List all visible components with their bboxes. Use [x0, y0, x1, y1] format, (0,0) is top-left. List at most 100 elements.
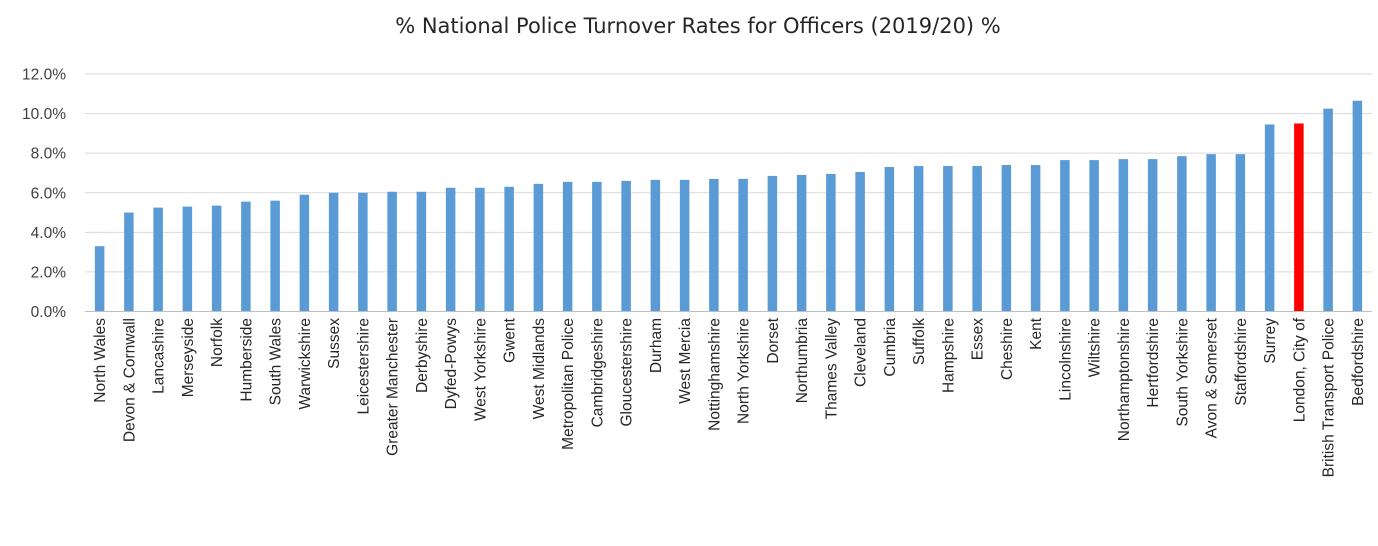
bar	[738, 178, 748, 312]
x-category-label: British Transport Police	[1321, 318, 1338, 477]
x-category-label: Hertfordshire	[1145, 318, 1162, 408]
bar	[1177, 156, 1187, 312]
x-category-label: South Yorkshire	[1174, 318, 1191, 427]
bar	[124, 212, 134, 312]
x-category-label: Essex	[970, 318, 987, 360]
bar	[270, 200, 280, 312]
bar	[972, 166, 982, 312]
bar	[913, 166, 924, 312]
bar	[1206, 154, 1216, 312]
bar	[211, 205, 222, 312]
gridlines	[85, 73, 1372, 273]
bar	[1030, 165, 1041, 312]
x-axis-category-labels: North Wales Devon & Cornwall Lancashire Mer…	[92, 317, 1367, 477]
x-category-label: Thames Valley	[823, 318, 840, 420]
bar	[1147, 159, 1158, 312]
bar	[504, 186, 514, 312]
bar	[621, 180, 631, 312]
x-category-label: Lancashire	[151, 318, 168, 394]
x-category-label: Greater Manchester	[385, 318, 402, 456]
bar	[1235, 154, 1246, 312]
bar	[241, 201, 251, 312]
x-category-label: Sussex	[326, 318, 343, 369]
bar	[1294, 123, 1304, 312]
bar	[445, 187, 456, 312]
x-category-label: Humberside	[238, 318, 255, 402]
x-category-label: Cambridgeshire	[589, 318, 606, 427]
bar	[884, 167, 895, 312]
bar	[1118, 159, 1129, 312]
x-category-label: Cheshire	[999, 318, 1016, 380]
x-category-label: Norfolk	[209, 318, 226, 367]
bar	[416, 191, 427, 312]
bar	[94, 246, 105, 312]
x-category-label: West Yorkshire	[472, 318, 489, 421]
x-category-label: Surrey	[1262, 318, 1279, 364]
x-category-label: Nottinghamshire	[706, 318, 723, 431]
y-tick-label: 2.0%	[31, 264, 67, 281]
x-category-label: West Midlands	[531, 318, 548, 420]
x-category-label: Dyfed-Powys	[443, 318, 460, 410]
x-category-label: Wiltshire	[1087, 318, 1104, 377]
bar	[796, 174, 807, 312]
bar	[943, 166, 953, 312]
x-category-label: Lincolnshire	[1057, 318, 1074, 401]
bar	[358, 192, 368, 312]
bar	[1264, 124, 1275, 312]
x-category-label: Avon & Somerset	[1204, 317, 1221, 438]
x-category-label: West Mercia	[677, 318, 694, 404]
x-category-label: Leicestershire	[355, 318, 372, 415]
y-tick-label: 10.0%	[22, 106, 66, 123]
x-category-label: South Wales	[268, 318, 285, 406]
y-tick-label: 0.0%	[31, 304, 67, 321]
x-category-label: Derbyshire	[414, 318, 431, 393]
x-category-label: Suffolk	[911, 318, 928, 365]
x-category-label: Cleveland	[853, 318, 870, 387]
x-category-label: North Wales	[92, 318, 109, 403]
bars	[94, 100, 1363, 312]
bar	[855, 171, 865, 312]
y-tick-label: 4.0%	[31, 225, 67, 242]
x-category-label: Dorset	[765, 317, 782, 363]
y-axis-tick-labels: 0.0% 2.0% 4.0% 6.0% 8.0% 10.0% 12.0%	[22, 67, 66, 322]
x-category-label: Northamptonshire	[1116, 318, 1133, 441]
x-category-label: Kent	[1028, 317, 1045, 350]
x-category-label: Warwickshire	[297, 318, 314, 410]
bar	[153, 207, 163, 312]
bar	[767, 175, 778, 312]
bar	[826, 173, 836, 312]
bar	[533, 183, 544, 312]
bar	[299, 194, 310, 312]
bar	[592, 181, 602, 312]
bar	[182, 206, 193, 312]
bar	[562, 181, 573, 312]
bar	[1089, 160, 1099, 312]
chart-title: % National Police Turnover Rates for Off…	[395, 14, 1001, 38]
x-category-label: Bedfordshire	[1350, 318, 1367, 406]
bar	[650, 179, 661, 312]
bar	[1060, 160, 1070, 312]
x-category-label: Devon & Cornwall	[121, 318, 138, 442]
bar	[328, 192, 339, 312]
x-category-label: Gwent	[502, 317, 519, 362]
x-category-label: Merseyside	[180, 318, 197, 397]
x-category-label: Northumbria	[794, 318, 811, 404]
x-category-label: North Yorkshire	[736, 318, 753, 424]
bar	[679, 179, 690, 312]
bar	[709, 178, 719, 312]
bar	[387, 191, 397, 312]
bar	[1352, 100, 1363, 312]
x-category-label: Gloucestershire	[619, 318, 636, 427]
bar	[475, 187, 485, 312]
y-tick-label: 12.0%	[22, 67, 66, 84]
x-category-label: Metropolitan Police	[560, 318, 577, 450]
y-tick-label: 6.0%	[31, 185, 67, 202]
x-category-label: Hampshire	[940, 318, 957, 393]
x-category-label: Durham	[648, 318, 665, 373]
bar	[1323, 108, 1333, 312]
y-tick-label: 8.0%	[31, 146, 67, 163]
x-category-label: London, City of	[1291, 317, 1308, 422]
x-category-label: Cumbria	[882, 318, 899, 377]
x-category-label: Staffordshire	[1233, 318, 1250, 406]
